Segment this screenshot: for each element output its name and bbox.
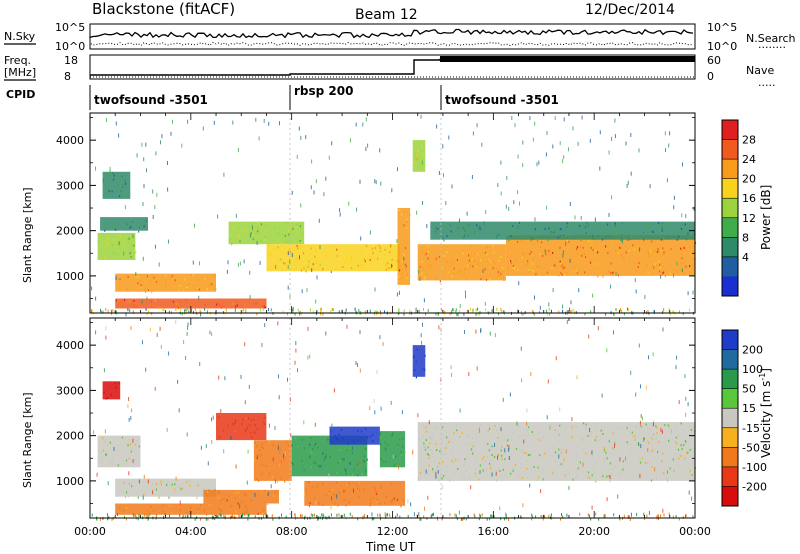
power-cbar-tick-label: 12 (742, 212, 756, 225)
velocity-band-4 (203, 489, 279, 504)
velocity-band-12 (417, 422, 695, 481)
cpid-segment-1: twofsound -3501 (94, 93, 208, 107)
velocity-cbar-tick-label: 50 (742, 383, 756, 396)
power-band-5 (228, 221, 305, 245)
nsearch-label: N.Search (746, 32, 796, 45)
velocity-band-5 (216, 413, 267, 441)
power-plot: 4000 3000 2000 1000 Slant Range [km] (21, 112, 697, 317)
velocity-plot: 4000 3000 2000 1000 Slant Range [km] (21, 317, 696, 521)
nsky-tick-top-left: 10^5 (55, 21, 85, 34)
beam-title: Beam 12 (355, 7, 418, 23)
velocity-cbar-tick-label: -100 (742, 461, 767, 474)
velocity-y-tick-label: 3000 (56, 384, 84, 397)
x-tick-label: 00:00 (679, 525, 711, 538)
x-tick-label: 20:00 (578, 525, 610, 538)
velocity-colorbar-title: Velocity [m s-1] (758, 368, 773, 458)
nsky-tick-bottom-right: 10^0 (707, 40, 737, 53)
velocity-cbar-tick-label: -50 (742, 441, 760, 454)
nsearch-legend: ........ (758, 38, 786, 51)
power-y-label: Slant Range [km] (21, 187, 34, 283)
power-colorbar-title: Power [dB] (759, 185, 773, 250)
freq-tick-top-right: 60 (707, 54, 721, 67)
date-title: 12/Dec/2014 (585, 2, 675, 18)
power-band-8 (412, 140, 426, 172)
power-y-tick-label: 3000 (56, 179, 84, 192)
power-band-0 (97, 232, 136, 260)
power-band-7 (397, 208, 411, 285)
freq-label-2: [MHz] (4, 66, 36, 79)
cpid-segment-2: rbsp 200 (294, 84, 353, 98)
power-y-tick-label: 1000 (56, 270, 84, 283)
power-cbar-tick-label: 28 (742, 134, 756, 147)
velocity-cbar-tick-label: 15 (742, 402, 756, 415)
velocity-y-tick-label: 1000 (56, 475, 84, 488)
power-cbar-tick-label: 24 (742, 153, 756, 166)
cpid-panel: CPID twofsound -3501 rbsp 200 twofsound … (6, 84, 559, 110)
power-y-tick-label: 2000 (56, 225, 84, 238)
velocity-band-2 (102, 381, 121, 400)
power-cbar-tick-label: 20 (742, 173, 756, 186)
velocity-band-10 (379, 431, 406, 468)
x-tick-label: 04:00 (175, 525, 207, 538)
power-band-1 (100, 217, 148, 231)
freq-tick-top-left: 18 (64, 54, 78, 67)
nave-label: Nave (746, 64, 774, 77)
power-band-9 (417, 244, 506, 281)
power-band-11 (430, 221, 695, 240)
velocity-band-11 (412, 345, 426, 377)
velocity-band-9 (304, 480, 406, 506)
power-cbar-tick-label: 8 (742, 231, 749, 244)
nave-fill (440, 56, 695, 62)
velocity-cbar-tick-label: -200 (742, 480, 767, 493)
cpid-label: CPID (6, 88, 35, 101)
velocity-y-label: Slant Range [km] (21, 392, 34, 488)
freq-panel: Freq. [MHz] 18 8 60 0 Nave ..... (4, 54, 775, 89)
x-tick-label: 12:00 (377, 525, 409, 538)
x-tick-label: 16:00 (477, 525, 509, 538)
power-y-tick-label: 4000 (56, 134, 84, 147)
cpid-segment-3: twofsound -3501 (445, 93, 559, 107)
velocity-cbar-tick-label: 100 (742, 363, 763, 376)
power-band-4 (115, 298, 267, 309)
velocity-y-tick-label: 4000 (56, 339, 84, 352)
velocity-cbar-tick-label: 200 (742, 344, 763, 357)
power-cbar-tick-label: 16 (742, 192, 756, 205)
nsearch-series (89, 41, 694, 47)
x-tick-label: 08:00 (276, 525, 308, 538)
velocity-y-tick-label: 2000 (56, 430, 84, 443)
station-title: Blackstone (fitACF) (92, 0, 235, 18)
nsky-tick-bottom-left: 10^0 (55, 40, 85, 53)
nsky-panel: N.Sky 10^5 10^0 10^5 10^0 N.Search .....… (4, 21, 796, 53)
freq-label-1: Freq. (4, 54, 31, 67)
nsky-label: N.Sky (4, 30, 36, 43)
nsky-tick-top-right: 10^5 (707, 21, 737, 34)
freq-tick-bottom-right: 0 (707, 70, 714, 83)
velocity-colorbar: 200 100 50 15 -15 -50 -100 -200 Velocity [m s-1… (721, 329, 773, 507)
velocity-band-8 (329, 426, 380, 445)
velocity-band-1 (115, 478, 216, 497)
power-cbar-tick-label: 4 (742, 251, 749, 264)
power-band-10 (505, 235, 695, 276)
nsky-series (89, 28, 694, 39)
nave-legend: ..... (758, 76, 775, 89)
velocity-band-3 (115, 503, 267, 515)
x-axis-label: Time UT (365, 540, 416, 554)
velocity-cbar-tick-label: -15 (742, 422, 760, 435)
freq-tick-bottom-left: 8 (64, 70, 71, 83)
x-tick-label: 00:00 (74, 525, 106, 538)
power-colorbar: 28 24 20 16 12 8 4 Power [dB] (721, 119, 773, 297)
